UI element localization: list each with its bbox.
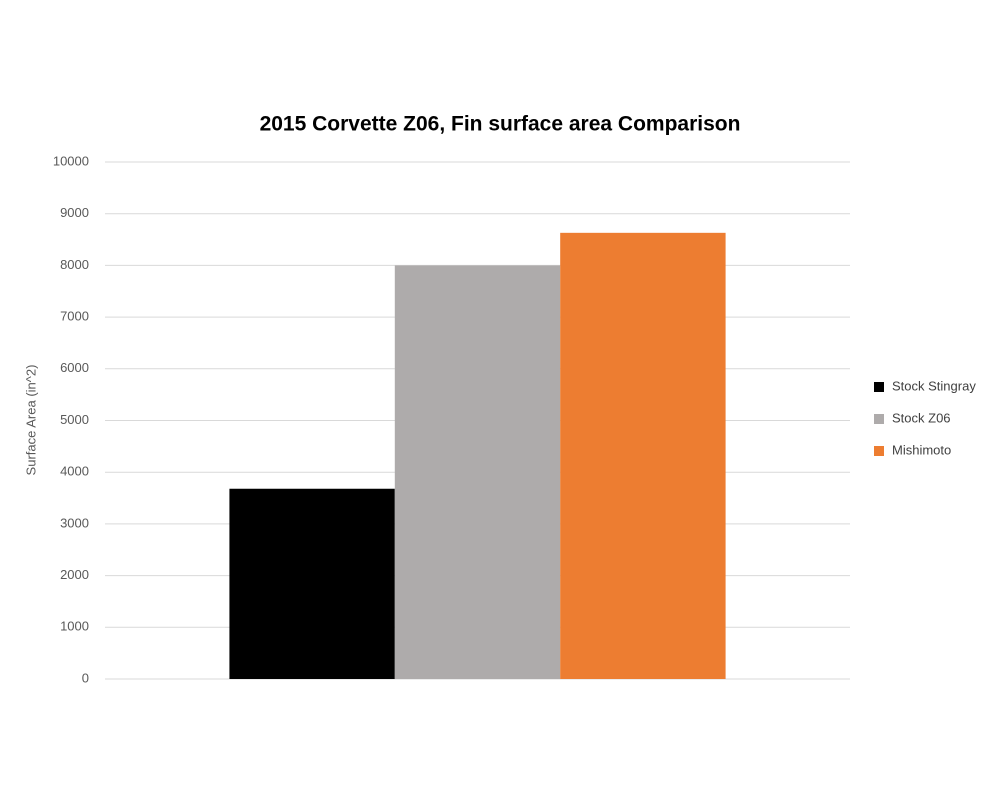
bar: [560, 232, 726, 680]
y-tick-label: 0: [82, 670, 89, 685]
y-tick-label: 8000: [60, 257, 89, 272]
legend-label: Mishimoto: [892, 442, 951, 457]
y-tick-label: 1000: [60, 619, 89, 634]
y-tick-label: 6000: [60, 360, 89, 375]
y-tick-label: 5000: [60, 412, 89, 427]
legend-label: Stock Stingray: [892, 378, 976, 393]
y-tick-label: 2000: [60, 567, 89, 582]
legend-swatch: [874, 414, 884, 424]
y-tick-label: 7000: [60, 309, 89, 324]
bar: [229, 488, 395, 679]
chart-title: 2015 Corvette Z06, Fin surface area Comp…: [260, 113, 741, 136]
legend-label: Stock Z06: [892, 410, 951, 425]
y-axis-label: Surface Area (in^2): [23, 365, 38, 476]
y-tick-label: 10000: [53, 153, 89, 168]
y-tick-label: 4000: [60, 464, 89, 479]
legend-swatch: [874, 446, 884, 456]
y-tick-label: 3000: [60, 515, 89, 530]
bar: [394, 265, 561, 679]
y-tick-label: 9000: [60, 205, 89, 220]
legend-swatch: [874, 382, 884, 392]
